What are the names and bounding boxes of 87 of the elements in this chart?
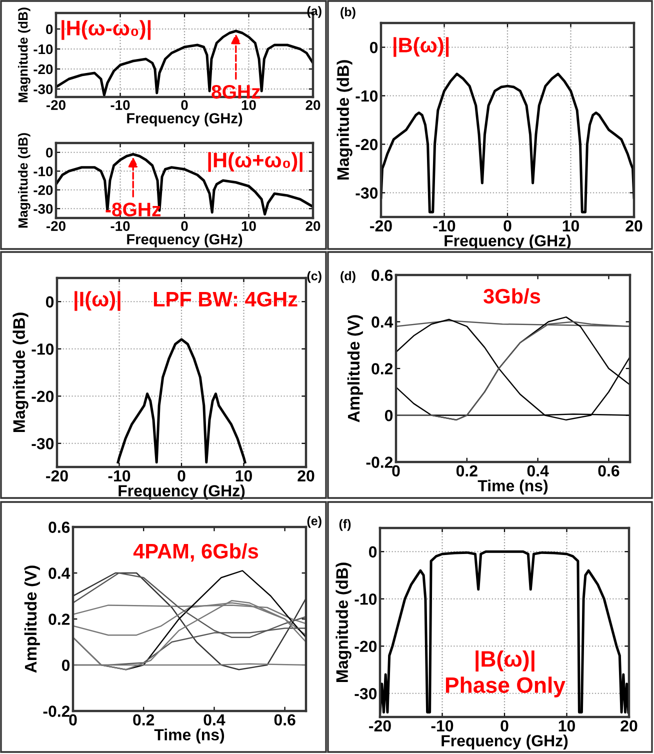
y-tick-label: -10 [32,344,54,355]
y-tick-label: -10 [354,594,377,605]
x-axis-title: Frequency (GHz) [118,484,245,500]
y-tick-label: 0.6 [48,522,70,533]
y-axis-title: Amplitude (V) [24,566,40,673]
annotation: 3Gb/s [484,288,540,304]
y-axis-title: Magnitude (dB) [18,8,30,102]
text: (c) [307,271,322,283]
y-tick-label: -20 [356,138,378,150]
x-tick-label: 0 [178,470,186,482]
y-axis-title: Magnitude (dB) [18,133,30,228]
annotation: |I(ω)| [74,291,120,311]
x-tick-label: 20 [298,470,314,482]
y-tick-label: -0.2 [366,456,393,468]
text: (e) [307,516,322,528]
x-tick-label: 0.6 [598,465,620,477]
y-tick-label: 0 [370,42,378,54]
y-tick-label: -10 [34,44,53,54]
x-tick-label: 10 [242,100,256,110]
annotation: LPF BW: 4GHz [154,292,298,307]
text: (d) [340,271,356,283]
x-tick-label: 0.6 [274,714,296,726]
x-tick-label: 0 [504,220,512,232]
y-tick-label: -10 [356,90,378,102]
annotation: (a) [307,6,322,18]
x-tick-label: 20 [306,100,320,110]
x-tick-label: 10 [562,220,579,232]
annotation: |B(ω)| [476,650,534,672]
x-axis-title: Frequency (GHz) [444,234,571,250]
y-tick-label: -30 [356,187,378,199]
x-axis-title: Time (ns) [478,480,548,495]
y-tick-label: -30 [34,204,53,214]
annotation: |H(ω-ω₀)| [62,20,151,40]
x-axis-title: Time (ns) [154,728,224,744]
y-tick-label: 0 [46,148,53,158]
x-tick-label: 0 [181,221,188,231]
text: (b) [340,7,356,19]
x-tick-label: 10 [236,470,252,482]
x-tick-label: 20 [620,720,638,732]
y-tick-label: 0 [46,296,54,308]
y-tick-label: -30 [32,438,54,450]
y-tick-label: 0.2 [48,614,70,625]
y-tick-label: 0 [62,660,70,671]
x-tick-label: 0.2 [133,714,154,726]
y-tick-label: 0.6 [372,270,393,281]
y-tick-label: -30 [354,688,377,700]
x-tick-label: 20 [626,220,642,232]
y-tick-label: -20 [354,640,377,652]
annotation: Phase Only [446,676,566,698]
annotation: -8GHz [106,202,160,216]
annotation: |H(ω+ω₀)| [208,152,302,172]
y-tick-label: -20 [32,390,54,402]
x-axis-title: Frequency (GHz) [442,734,568,750]
x-tick-label: -10 [433,220,456,232]
y-axis-title: Magnitude (dB) [336,60,352,180]
x-tick-label: -10 [110,221,130,231]
x-tick-label: 0 [500,720,508,732]
y-tick-label: 0 [368,546,377,558]
x-tick-label: 10 [242,221,256,231]
annotation: |B(ω)| [394,37,449,57]
annotation: 8GHz [212,84,260,99]
x-tick-label: 0.2 [456,465,478,477]
y-axis-title: Magnitude (dB) [12,312,28,432]
text: (f) [339,519,351,531]
y-tick-label: 0 [46,24,53,34]
y-tick-label: 0.4 [48,568,70,579]
x-tick-label: 10 [558,720,575,732]
y-tick-label: 0.2 [372,363,393,374]
x-tick-label: 20 [306,221,320,231]
y-axis-title: Amplitude (V) [347,315,363,422]
y-tick-label: -0.2 [43,706,70,717]
x-axis-title: Frequency (GHz) [127,234,242,248]
y-tick-label: -10 [34,166,53,176]
y-axis-title: Magnitude (dB) [336,562,352,682]
x-tick-label: -10 [431,720,454,732]
x-tick-label: 0.4 [527,465,549,477]
annotation: 4PAM, 6Gb/s [133,543,258,562]
x-axis-title: Frequency (GHz) [127,112,242,126]
y-tick-label: 0 [384,410,393,422]
y-tick-label: 0.4 [372,316,394,328]
x-tick-label: -10 [110,100,130,110]
y-tick-label: -20 [34,64,53,74]
x-tick-label: -10 [108,470,130,482]
y-tick-label: -20 [34,185,53,196]
x-tick-label: 0 [181,100,188,110]
x-tick-label: 0.4 [204,714,226,726]
y-tick-label: -30 [34,84,53,94]
